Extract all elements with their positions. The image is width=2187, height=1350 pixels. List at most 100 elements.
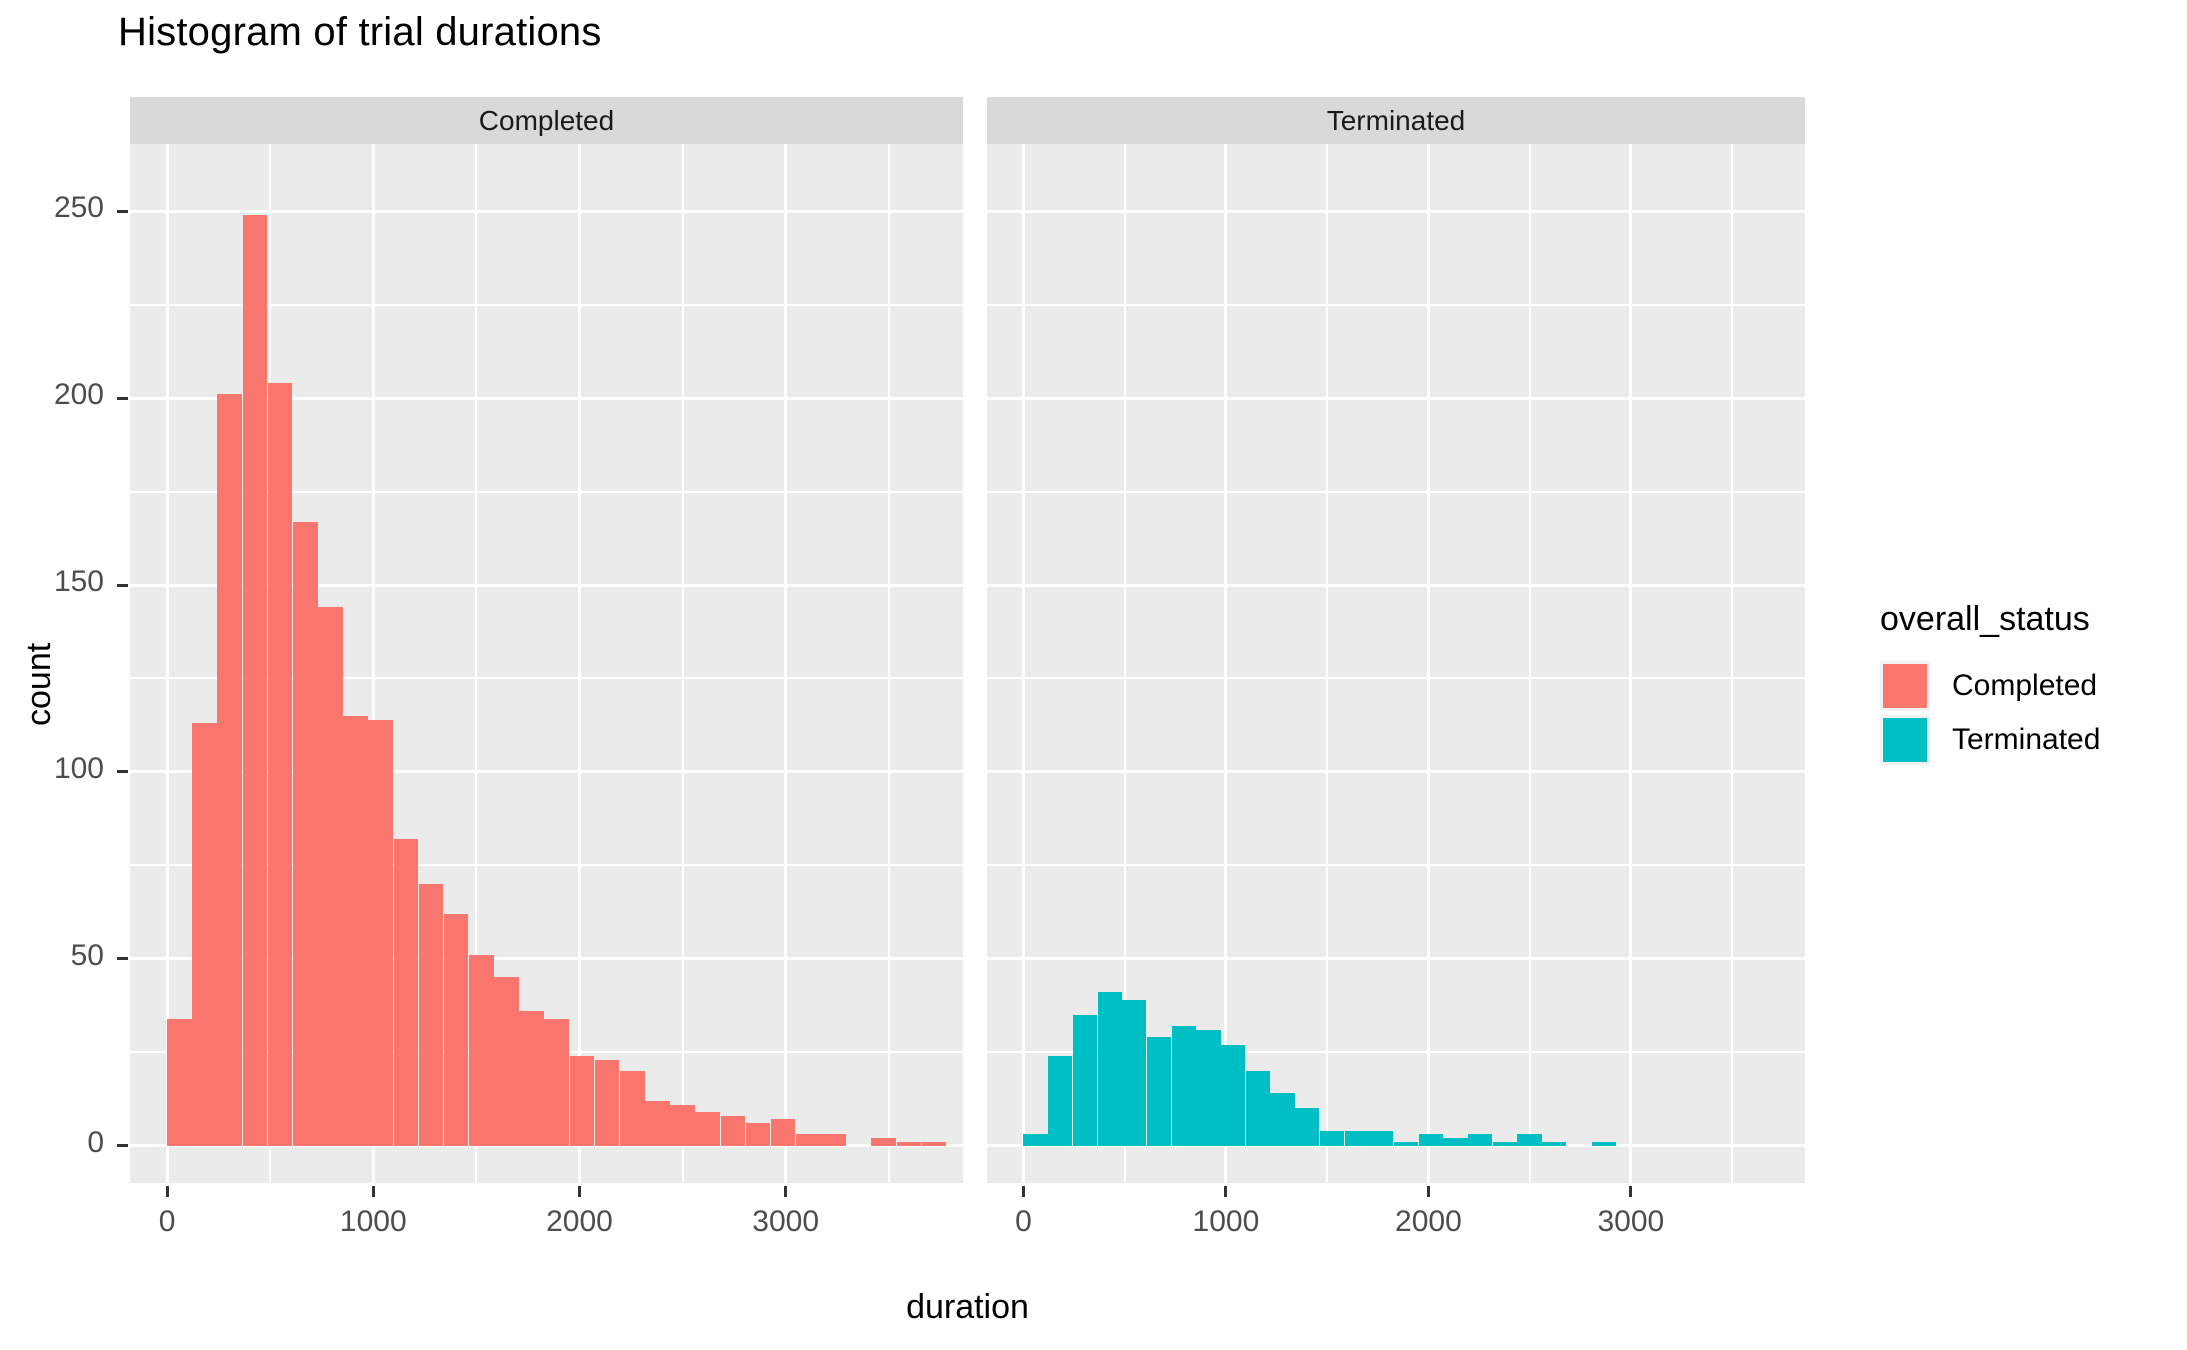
x-tick-mark [784,1186,788,1197]
histogram-bar [1492,1141,1517,1146]
histogram-bar [443,913,469,1146]
y-tick-label: 50 [70,938,104,972]
histogram-bar [821,1134,846,1146]
legend-color-swatch [1883,664,1927,708]
histogram-bar [368,719,393,1146]
y-tick-label: 0 [87,1125,104,1159]
legend-key [1880,661,1930,711]
y-tick-mark [117,209,128,213]
gridline-major-horizontal [130,396,963,400]
histogram-bar [544,1018,570,1146]
facet-strip-completed: Completed [130,97,963,144]
histogram-bar [519,1011,544,1146]
histogram-bar [770,1119,796,1146]
histogram-bar [1023,1134,1048,1146]
histogram-bar [318,607,343,1146]
gridline-major-vertical [1224,144,1228,1183]
histogram-bar [1344,1130,1369,1146]
y-tick-mark [117,396,128,400]
histogram-bar [1171,1026,1196,1146]
gridline-major-vertical [784,144,788,1183]
histogram-bar [468,955,494,1146]
legend-label: Completed [1952,669,2098,702]
panel-background-completed [130,144,963,1183]
histogram-bar [1196,1029,1221,1146]
facet-panel-terminated: Terminated [987,97,1805,1183]
histogram-bar [1591,1141,1616,1146]
x-tick-mark [1021,1186,1025,1197]
x-tick-mark [165,1186,169,1197]
histogram-bar [795,1134,821,1146]
histogram-bar [1542,1141,1567,1146]
y-tick-label: 200 [53,378,104,412]
panel-background-terminated [987,144,1805,1183]
histogram-bar [1221,1044,1246,1146]
gridline-major-vertical [371,144,375,1183]
legend-rows: Completed Terminated [1880,661,2100,765]
gridline-major-horizontal [130,957,963,961]
gridline-minor-horizontal [130,677,963,680]
x-tick-label: 1000 [1192,1205,1260,1238]
histogram-bar [1517,1134,1542,1146]
histogram-bar [1369,1130,1394,1146]
legend-label: Terminated [1952,723,2101,756]
gridline-major-horizontal [987,770,1805,774]
gridline-major-horizontal [987,583,1805,587]
x-tick-label: 0 [158,1205,176,1238]
gridline-minor-vertical [887,144,890,1183]
x-tick-label: 3000 [1597,1205,1665,1238]
x-tick-label: 0 [1015,1205,1032,1238]
x-tick-mark [577,1186,581,1197]
histogram-bar [1418,1134,1443,1146]
x-tick-mark [1426,1186,1430,1197]
histogram-bar [670,1104,695,1146]
gridline-major-vertical [1629,144,1633,1183]
histogram-bar [1122,999,1147,1146]
histogram-bar [292,521,318,1146]
gridline-minor-horizontal [987,864,1805,867]
histogram-bar [871,1138,897,1146]
gridline-major-vertical [1021,144,1025,1183]
histogram-bar [619,1070,645,1146]
histogram-bar [720,1115,746,1146]
histogram-bar [1097,992,1122,1146]
histogram-bar [896,1141,922,1146]
gridline-major-horizontal [130,770,963,774]
gridline-minor-horizontal [987,303,1805,306]
legend-title: overall_status [1880,600,2090,638]
gridline-minor-horizontal [130,864,963,867]
gridline-minor-vertical [1528,144,1531,1183]
histogram-bar [1319,1130,1345,1146]
gridline-minor-horizontal [987,677,1805,680]
gridline-major-horizontal [130,583,963,587]
gridline-major-vertical [1426,144,1430,1183]
legend-key [1880,715,1930,765]
histogram-bar [1072,1014,1098,1146]
histogram-bar [393,839,419,1146]
histogram-bar [1443,1138,1468,1146]
histogram-bar [192,723,217,1146]
gridline-major-horizontal [987,957,1805,961]
facet-strip-label: Completed [478,104,615,136]
legend-color-swatch [1883,718,1927,762]
y-tick-label: 150 [53,565,104,598]
legend: overall_status Completed Terminated [1880,600,2100,769]
gridline-minor-vertical [1326,144,1329,1183]
histogram-bar [343,715,368,1146]
gridline-minor-vertical [681,144,684,1183]
histogram-bar [167,1018,192,1146]
histogram-bar [1468,1134,1493,1146]
y-tick-label: 100 [53,751,104,785]
legend-item-completed[interactable]: Completed [1880,661,2100,711]
histogram-bar [494,977,519,1146]
histogram-bar [1295,1108,1320,1146]
y-tick-label: 250 [53,191,104,225]
x-tick-label: 1000 [339,1205,407,1238]
x-tick-label: 3000 [752,1205,820,1238]
gridline-major-vertical [577,144,581,1183]
histogram-bar [1048,1055,1073,1146]
gridline-minor-horizontal [130,303,963,306]
gridline-minor-horizontal [987,490,1805,493]
legend-item-terminated[interactable]: Terminated [1880,715,2100,765]
